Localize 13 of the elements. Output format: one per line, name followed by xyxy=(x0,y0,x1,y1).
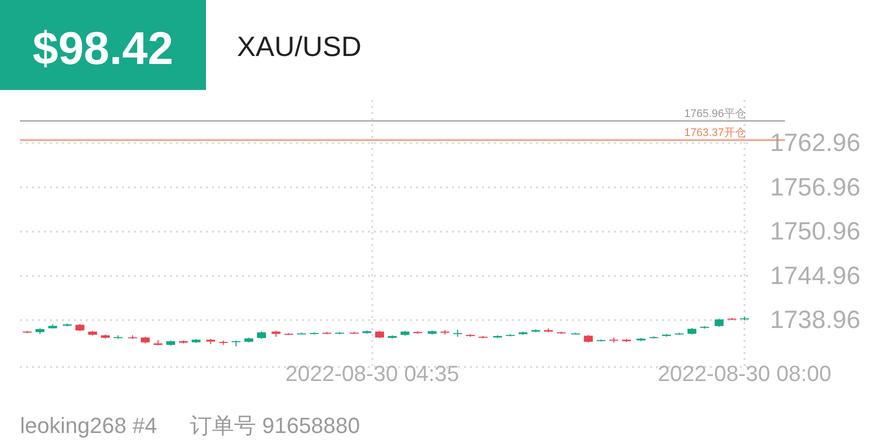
ref-line-label: 1765.96平仓 xyxy=(684,108,746,120)
x-tick-label: 2022-08-30 04:35 xyxy=(285,361,460,386)
chart-title: XAU/USD xyxy=(237,31,362,62)
x-tick-label: 2022-08-30 08:00 xyxy=(658,361,832,386)
y-tick-label: 1762.96 xyxy=(770,129,860,158)
y-tick-label: 1744.96 xyxy=(770,262,860,290)
text: $98.42 xyxy=(32,22,174,74)
y-tick-label: 1756.96 xyxy=(770,173,860,202)
text: leoking268 #4 xyxy=(20,413,158,438)
text: 订单号 91658880 xyxy=(190,413,360,438)
ref-line-label: 1763.37开仓 xyxy=(684,127,746,140)
y-tick-label: 1738.96 xyxy=(770,306,860,334)
y-tick-label: 1750.96 xyxy=(770,218,860,246)
